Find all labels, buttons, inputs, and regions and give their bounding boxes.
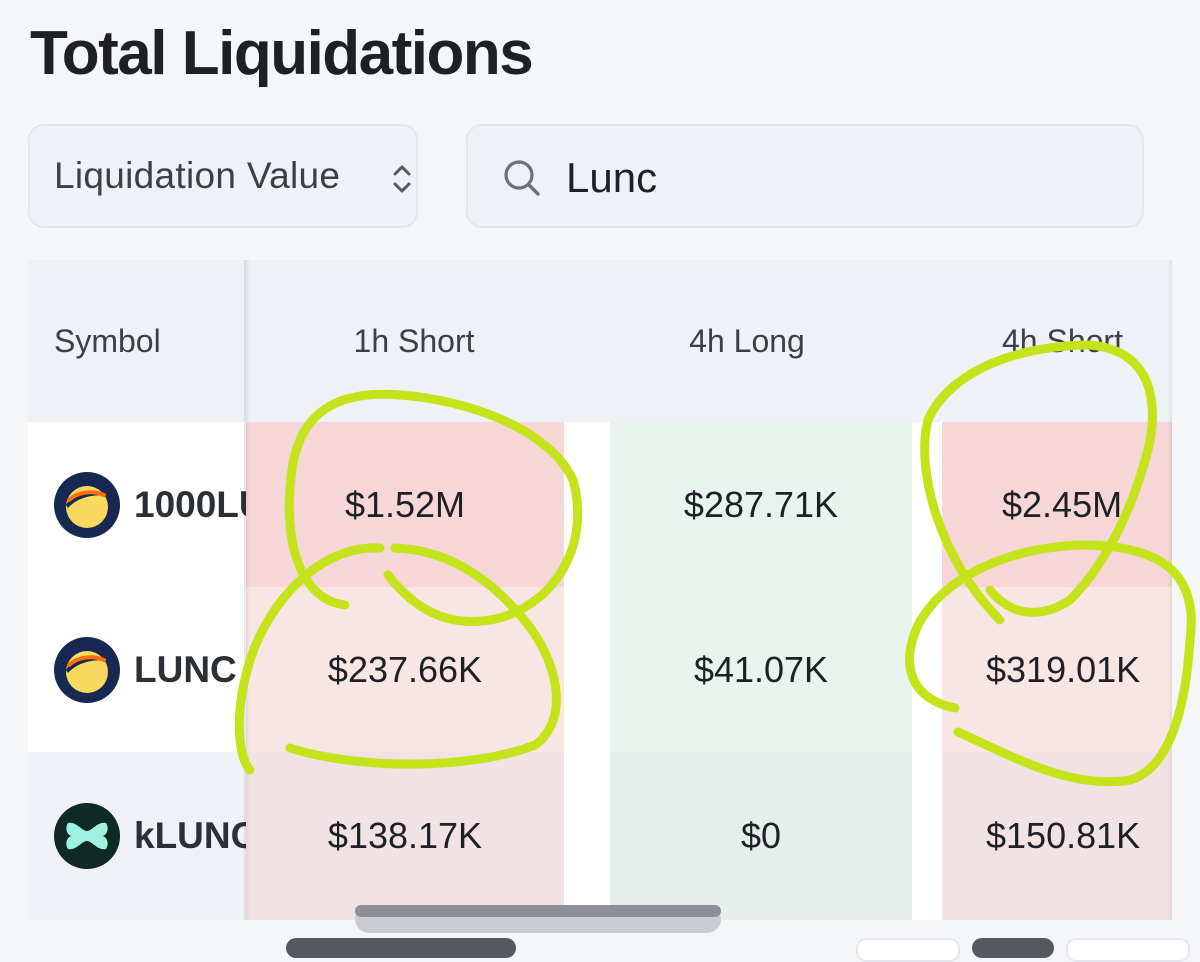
header-1h-short: 1h Short [246, 260, 582, 422]
page-button[interactable] [1066, 938, 1190, 962]
h1-short-column: 1h Short $1.52M $237.66K $138.17K [246, 260, 582, 920]
liquidation-value-select[interactable]: Liquidation Value [28, 124, 418, 228]
liquidations-table: Symbol 1000LUNC LUNC kLUN [28, 260, 1172, 920]
table-row-symbol[interactable]: kLUNC [28, 752, 257, 920]
scrollbar-thumb[interactable] [355, 905, 721, 917]
header-4h-short: 4h Short [912, 260, 1172, 422]
h4-long-column: 4h Long $287.71K $41.07K $0 [582, 260, 912, 920]
sort-updown-icon [393, 165, 411, 193]
symbol-name: kLUNC [134, 815, 258, 856]
cell-4h-long: $41.07K [610, 587, 912, 752]
select-value: Liquidation Value [54, 155, 341, 196]
search-input[interactable] [566, 150, 1086, 206]
cell-1h-short: $237.66K [246, 587, 564, 752]
search-bar[interactable] [466, 124, 1144, 228]
terra-luna-icon [54, 636, 120, 703]
cell-4h-long: $0 [610, 752, 912, 920]
sticky-column-shadow [244, 260, 250, 920]
symbol-name: LUNC [134, 648, 237, 690]
cell-4h-long: $287.71K [610, 422, 912, 587]
page-title: Total Liquidations [30, 19, 534, 88]
pagination-control[interactable] [286, 938, 516, 958]
header-symbol: Symbol [28, 260, 246, 422]
cell-4h-short: $150.81K [942, 752, 1172, 920]
right-edge-shadow [1168, 260, 1172, 920]
symbol-column: Symbol 1000LUNC LUNC kLUN [28, 260, 319, 920]
terra-luna-icon [54, 471, 120, 538]
horizontal-scrollbar[interactable] [355, 905, 721, 933]
column-gap [912, 422, 942, 920]
table-row-symbol[interactable]: LUNC [28, 587, 246, 752]
column-gap [582, 422, 610, 920]
h4-short-column: 4h Short $2.45M $319.01K $150.81K [912, 260, 1172, 920]
search-icon [504, 160, 540, 196]
cell-4h-short: $319.01K [942, 587, 1172, 752]
kluna-icon [54, 803, 120, 869]
header-4h-long: 4h Long [582, 260, 912, 422]
cell-1h-short: $1.52M [246, 422, 564, 587]
page-button[interactable] [856, 938, 960, 962]
column-gap [564, 422, 582, 920]
cell-4h-short: $2.45M [942, 422, 1172, 587]
table-row-symbol[interactable]: 1000LUNC [28, 422, 319, 587]
cell-1h-short: $138.17K [246, 752, 564, 920]
page-button-active[interactable] [972, 938, 1054, 958]
